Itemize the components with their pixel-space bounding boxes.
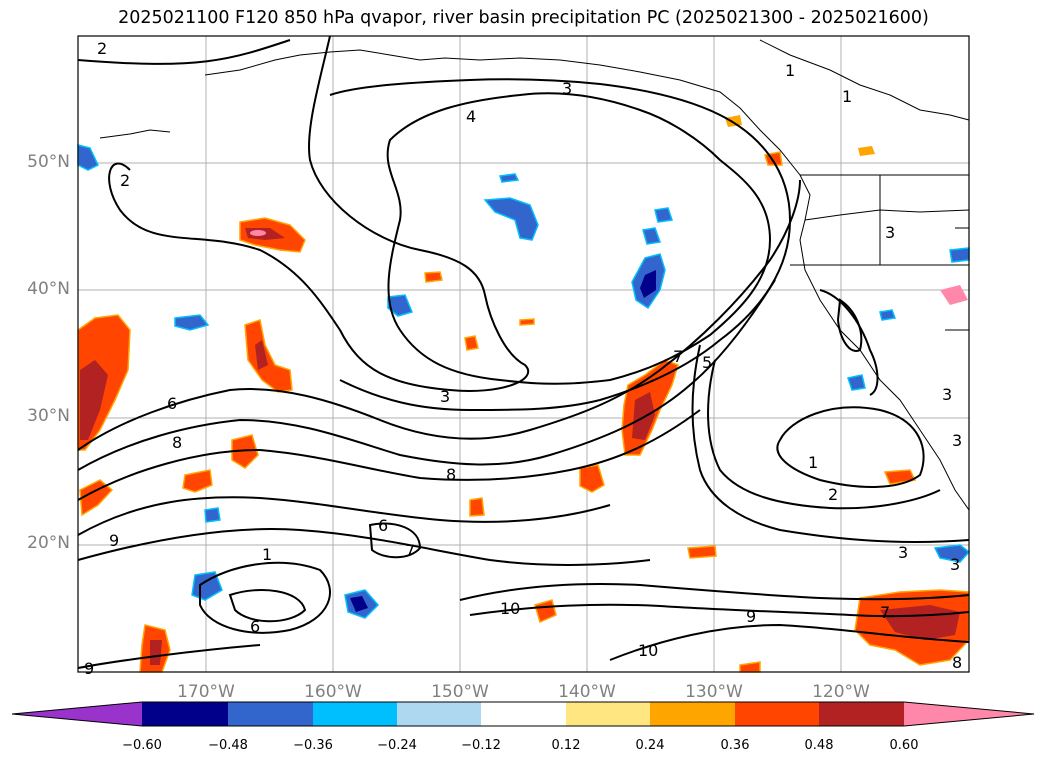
map-title: 2025021100 F120 850 hPa qvapor, river ba… (118, 8, 929, 28)
contour-label: 2 (828, 485, 838, 504)
colorbar-bin (735, 702, 819, 726)
contour-label: 8 (172, 433, 182, 452)
colorbar-bin (650, 702, 735, 726)
colorbar-tick: −0.60 (122, 738, 162, 753)
colorbar-bin (228, 702, 313, 726)
lat-label-30n: 30°N (27, 406, 70, 426)
contour-label: 7 (405, 541, 415, 560)
contour-label: 3 (950, 555, 960, 574)
contour-label: 1 (842, 87, 852, 106)
colorbar-tick: 0.36 (720, 738, 750, 753)
lon-label-160w: 160°W (304, 682, 362, 702)
contour-label: 2 (120, 171, 130, 190)
contour-label: 1 (262, 545, 272, 564)
contour-label: 3 (440, 387, 450, 406)
coastlines (99, 39, 970, 511)
lat-label-20n: 20°N (27, 533, 70, 553)
contour-label: 3 (952, 431, 962, 450)
lon-label-140w: 140°W (558, 682, 616, 702)
contour-label: 1 (785, 61, 795, 80)
qvapor-contours (77, 35, 970, 669)
lon-label-130w: 130°W (685, 682, 743, 702)
colorbar-tick: −0.48 (208, 738, 248, 753)
contour-label: 9 (109, 531, 119, 550)
contour-label-group: 2 2 3 4 1 1 3 7 5 3 3 6 8 8 9 6 1 7 6 10… (84, 39, 962, 678)
contour-label: 9 (746, 607, 756, 626)
lon-label-170w: 170°W (177, 682, 235, 702)
colorbar-extend-min (12, 702, 142, 726)
contour-label: 3 (885, 223, 895, 242)
colorbar-tick: −0.36 (293, 738, 333, 753)
map-frame-bg (78, 36, 969, 672)
colorbar-tick: 0.60 (889, 738, 919, 753)
contour-label: 3 (898, 543, 908, 562)
contour-label: 8 (446, 465, 456, 484)
contour-label: 10 (638, 641, 658, 660)
colorbar-bin (313, 702, 397, 726)
map-frame (77, 35, 970, 673)
colorbar-extend-max (904, 702, 1034, 726)
contour-label: 3 (562, 79, 572, 98)
colorbar-tick: −0.24 (377, 738, 417, 753)
contour-label: 10 (500, 599, 520, 618)
colorbar-tick: 0.48 (804, 738, 834, 753)
colorbar-bin (566, 702, 650, 726)
contour-label: 6 (167, 394, 177, 413)
contour-label: 5 (702, 353, 712, 372)
colorbar-tick: −0.12 (461, 738, 501, 753)
colorbar (11, 701, 1035, 727)
contour-label: 4 (466, 107, 476, 126)
contour-label: 6 (378, 516, 388, 535)
lat-label-50n: 50°N (27, 152, 70, 172)
colorbar-bin (481, 702, 566, 726)
contour-label: 7 (880, 603, 890, 622)
colorbar-bin (397, 702, 481, 726)
lon-label-120w: 120°W (812, 682, 870, 702)
colorbar-tick: 0.24 (635, 738, 665, 753)
gridlines (78, 36, 969, 672)
colorbar-bin (819, 702, 904, 726)
lon-label-150w: 150°W (431, 682, 489, 702)
contour-label: 2 (97, 39, 107, 58)
contour-label: 7 (673, 347, 683, 366)
contour-label: 1 (808, 453, 818, 472)
colorbar-bin (142, 702, 228, 726)
lat-label-40n: 40°N (27, 279, 70, 299)
contour-label: 6 (250, 617, 260, 636)
contour-label: 3 (942, 385, 952, 404)
contour-label: 9 (84, 659, 94, 678)
colorbar-outline (11, 701, 1035, 727)
colorbar-tick: 0.12 (551, 738, 581, 753)
contour-label: 8 (952, 653, 962, 672)
